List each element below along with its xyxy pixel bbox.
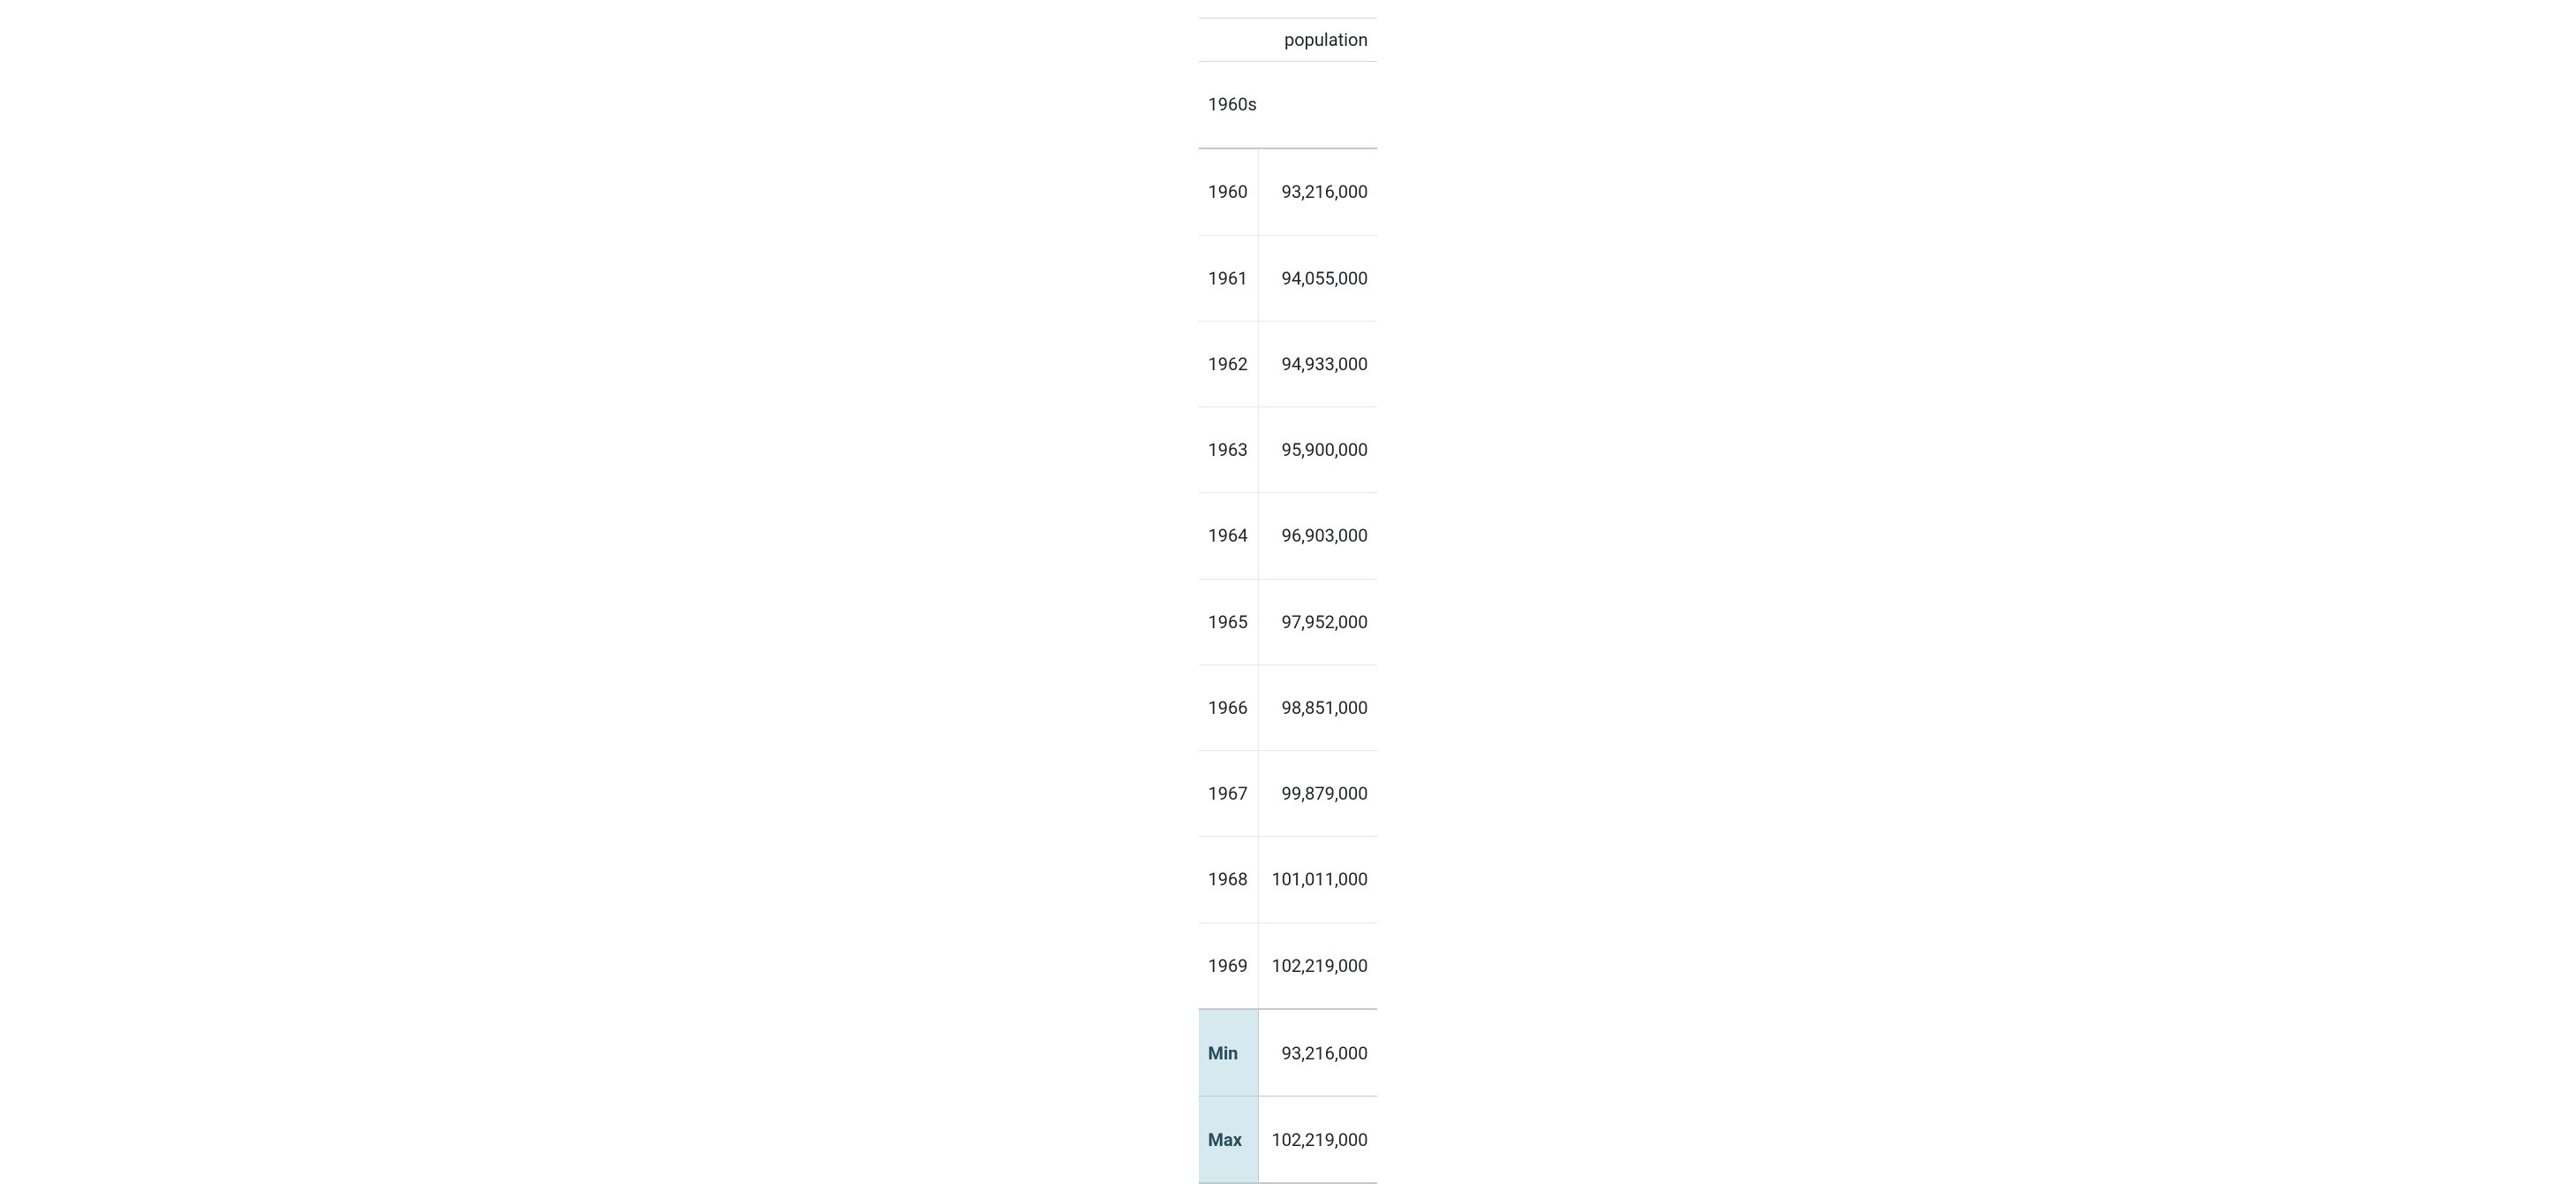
cell-population: 97,952,000 bbox=[1259, 579, 1377, 664]
table-row: 1963 95,900,000 bbox=[1199, 407, 1376, 493]
table-row: 1964 96,903,000 bbox=[1199, 493, 1376, 579]
table-row: 1969 102,219,000 bbox=[1199, 922, 1376, 1009]
cell-population: 98,851,000 bbox=[1259, 664, 1377, 750]
summary-row-min: Min 93,216,000 bbox=[1199, 1009, 1376, 1096]
table-row: 1965 97,952,000 bbox=[1199, 579, 1376, 664]
population-table: population 1960s 1960 93,216,000 1961 94… bbox=[1199, 18, 1376, 1184]
summary-row-max: Max 102,219,000 bbox=[1199, 1097, 1376, 1183]
table-row: 1962 94,933,000 bbox=[1199, 321, 1376, 406]
summary-value-min: 93,216,000 bbox=[1259, 1009, 1377, 1096]
cell-population: 95,900,000 bbox=[1259, 407, 1377, 493]
cell-population: 93,216,000 bbox=[1259, 148, 1377, 235]
cell-year: 1962 bbox=[1199, 321, 1258, 406]
cell-population: 96,903,000 bbox=[1259, 493, 1377, 579]
group-label: 1960s bbox=[1199, 62, 1376, 148]
cell-year: 1965 bbox=[1199, 579, 1258, 664]
cell-year: 1969 bbox=[1199, 922, 1258, 1009]
cell-year: 1968 bbox=[1199, 837, 1258, 922]
cell-year: 1964 bbox=[1199, 493, 1258, 579]
table-row: 1967 99,879,000 bbox=[1199, 751, 1376, 837]
cell-population: 94,933,000 bbox=[1259, 321, 1377, 406]
column-header-population: population bbox=[1259, 19, 1377, 62]
cell-population: 99,879,000 bbox=[1259, 751, 1377, 837]
summary-label-min: Min bbox=[1199, 1009, 1258, 1096]
page-container: population 1960s 1960 93,216,000 1961 94… bbox=[0, 0, 2576, 1184]
table-header-row: population bbox=[1199, 19, 1376, 62]
cell-population: 101,011,000 bbox=[1259, 837, 1377, 922]
cell-population: 102,219,000 bbox=[1259, 922, 1377, 1009]
summary-value-max: 102,219,000 bbox=[1259, 1097, 1377, 1183]
cell-population: 94,055,000 bbox=[1259, 235, 1377, 321]
cell-year: 1960 bbox=[1199, 148, 1258, 235]
table-row: 1960 93,216,000 bbox=[1199, 148, 1376, 235]
table-row: 1966 98,851,000 bbox=[1199, 664, 1376, 750]
cell-year: 1961 bbox=[1199, 235, 1258, 321]
table-row: 1961 94,055,000 bbox=[1199, 235, 1376, 321]
group-label-row: 1960s bbox=[1199, 62, 1376, 148]
table-row: 1968 101,011,000 bbox=[1199, 837, 1376, 922]
cell-year: 1966 bbox=[1199, 664, 1258, 750]
column-header-year bbox=[1199, 19, 1258, 62]
cell-year: 1963 bbox=[1199, 407, 1258, 493]
cell-year: 1967 bbox=[1199, 751, 1258, 837]
summary-label-max: Max bbox=[1199, 1097, 1258, 1183]
